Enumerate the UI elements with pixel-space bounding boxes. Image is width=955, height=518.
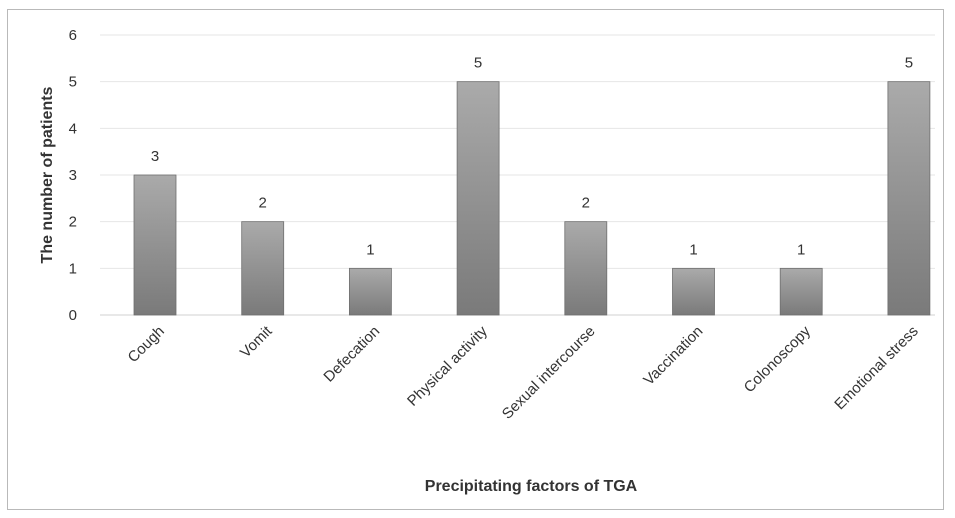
x-category-label: Colonoscopy [741, 322, 815, 396]
data-label: 5 [474, 55, 482, 72]
data-label: 2 [582, 195, 590, 212]
y-tick-label: 4 [69, 120, 77, 137]
data-label: 1 [366, 241, 374, 258]
bar [564, 221, 608, 316]
bar [779, 267, 823, 316]
bar [672, 267, 715, 316]
x-category-label: Sexual intercourse [499, 323, 599, 423]
x-category-label: Vaccination [640, 323, 706, 389]
bar [133, 174, 177, 316]
y-tick-label: 6 [69, 27, 77, 44]
data-label: 2 [259, 195, 267, 212]
data-labels: 3 2 1 5 2 1 1 5 [151, 55, 913, 259]
y-axis-ticks: 0 1 2 3 4 5 6 [69, 27, 77, 324]
bar [456, 81, 500, 316]
y-tick-label: 3 [69, 167, 77, 184]
x-category-label: Cough [125, 323, 168, 366]
data-label: 5 [905, 55, 913, 72]
x-category-label: Vomit [237, 322, 276, 361]
y-axis-title: The number of patients [39, 86, 56, 263]
bar [241, 221, 285, 316]
y-tick-label: 0 [69, 307, 77, 324]
x-category-label: Physical activity [404, 322, 491, 409]
data-label: 1 [797, 241, 805, 258]
x-axis-title: Precipitating factors of TGA [425, 478, 638, 495]
bar [348, 267, 392, 316]
x-category-label: Defecation [320, 323, 383, 386]
y-tick-label: 5 [69, 74, 77, 91]
data-label: 3 [151, 148, 159, 165]
bars [133, 81, 931, 316]
y-tick-label: 2 [69, 214, 77, 231]
y-tick-label: 1 [69, 260, 77, 277]
data-label: 1 [689, 241, 697, 258]
x-axis-categories: Cough Vomit Defecation Physical activity Sex… [125, 322, 922, 422]
bar [887, 81, 931, 316]
x-category-label: Emotional stress [831, 323, 921, 413]
